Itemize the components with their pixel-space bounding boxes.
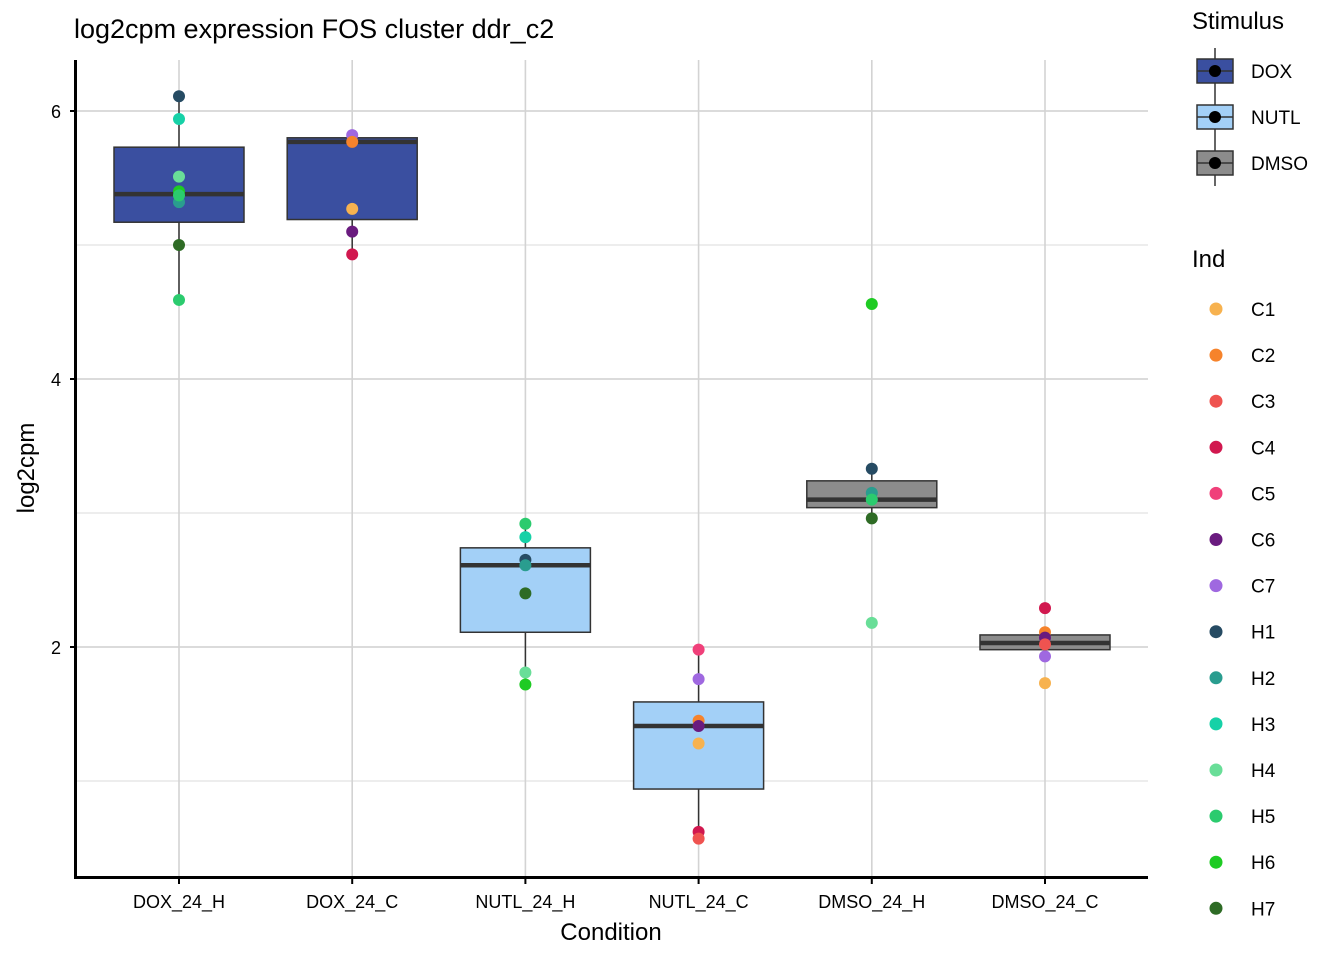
legend-ind-label: C6	[1251, 531, 1275, 552]
legend-ind-point	[1209, 625, 1223, 639]
points	[173, 90, 1051, 845]
x-tick-label: DMSO_24_H	[818, 892, 925, 913]
data-point	[346, 225, 359, 238]
legend-key-point	[1209, 111, 1221, 123]
legend-ind-label: C1	[1251, 300, 1275, 321]
box	[113, 146, 245, 223]
data-point	[1039, 677, 1051, 690]
legend-key-point	[1209, 157, 1221, 169]
x-tick-label: DMSO_24_C	[991, 892, 1098, 913]
legend-ind-label: H1	[1251, 623, 1275, 644]
legend-stimulus-title: Stimulus	[1192, 8, 1284, 35]
data-point	[692, 673, 705, 686]
legend-ind-point	[1209, 901, 1223, 915]
legend-ind-label: H6	[1251, 853, 1275, 874]
x-ticks: DOX_24_H DOX_24_C NUTL_24_H NUTL_24_C DMSO_2…	[133, 878, 1099, 913]
legend-ind-point	[1209, 809, 1223, 823]
data-point	[1039, 602, 1051, 615]
legend-ind-label: H5	[1251, 807, 1275, 828]
data-point	[692, 643, 705, 656]
legend-ind-label: C5	[1251, 484, 1275, 505]
legend-ind-point	[1209, 717, 1223, 731]
boxes	[113, 137, 1111, 790]
data-point	[692, 737, 705, 750]
legend-ind-label: C7	[1251, 577, 1275, 598]
data-point	[865, 297, 878, 310]
data-point	[173, 170, 185, 183]
legend-ind-label: H4	[1251, 761, 1276, 782]
data-point	[519, 517, 532, 530]
legend-stimulus: Stimulus DOX NUTL DMSO	[1192, 8, 1308, 186]
y-tick-label: 2	[51, 638, 61, 658]
legend-ind-label: C4	[1251, 438, 1276, 459]
data-point	[173, 239, 185, 251]
x-tick-label: DOX_24_C	[306, 892, 398, 913]
data-point	[519, 666, 532, 679]
legend-ind-point	[1209, 671, 1223, 685]
data-point	[865, 462, 878, 475]
x-tick-label: NUTL_24_H	[475, 892, 575, 913]
legend-ind-title: Ind	[1192, 246, 1225, 273]
data-point	[1039, 650, 1051, 663]
chart-title: log2cpm expression FOS cluster ddr_c2	[74, 14, 554, 44]
legend-stimulus-label: NUTL	[1251, 108, 1301, 129]
data-point	[692, 720, 705, 733]
legend-ind-label: H3	[1251, 715, 1275, 736]
data-point	[865, 616, 878, 629]
legend-ind: Ind C1 C2 C3 C4 C5 C6 C7 H1 H2 H3 H4 H5 H6 H7	[1192, 246, 1276, 920]
data-point	[519, 531, 532, 544]
legend-ind-point	[1209, 394, 1223, 408]
legend-ind-point	[1209, 763, 1223, 777]
data-point	[346, 248, 359, 261]
data-point	[865, 493, 878, 506]
data-point	[865, 512, 878, 525]
legend-ind-point	[1209, 855, 1223, 869]
legend-ind-label: H7	[1251, 899, 1275, 920]
data-point	[692, 832, 705, 845]
y-axis-label: log2cpm	[13, 423, 40, 514]
data-point	[346, 202, 359, 215]
x-tick-label: NUTL_24_C	[649, 892, 749, 913]
data-point	[519, 587, 532, 600]
legend-ind-point	[1209, 579, 1223, 593]
data-point	[173, 189, 185, 202]
legend-ind-point	[1209, 440, 1223, 454]
legend-ind-label: C2	[1251, 346, 1275, 367]
data-point	[173, 90, 185, 103]
data-point	[173, 293, 185, 306]
legend-ind-point	[1209, 302, 1223, 316]
data-point	[519, 678, 532, 691]
y-tick-label: 6	[51, 102, 61, 122]
legend-ind-label: C3	[1251, 392, 1275, 413]
legend-ind-point	[1209, 348, 1223, 362]
legend-stimulus-label: DMSO	[1251, 154, 1308, 175]
legend-stimulus-label: DOX	[1251, 62, 1293, 83]
legend-key-point	[1209, 65, 1221, 77]
legend-ind-label: H2	[1251, 669, 1275, 690]
data-point	[346, 135, 359, 148]
x-axis-label: Condition	[560, 919, 661, 946]
legend-ind-point	[1209, 533, 1223, 546]
data-point	[519, 559, 532, 572]
legend-ind-point	[1209, 486, 1223, 500]
x-tick-label: DOX_24_H	[133, 892, 225, 913]
data-point	[1039, 638, 1051, 651]
y-ticks: 2 4 6	[51, 102, 75, 658]
y-tick-label: 4	[51, 370, 61, 390]
data-point	[173, 113, 185, 126]
axes	[74, 60, 1148, 879]
